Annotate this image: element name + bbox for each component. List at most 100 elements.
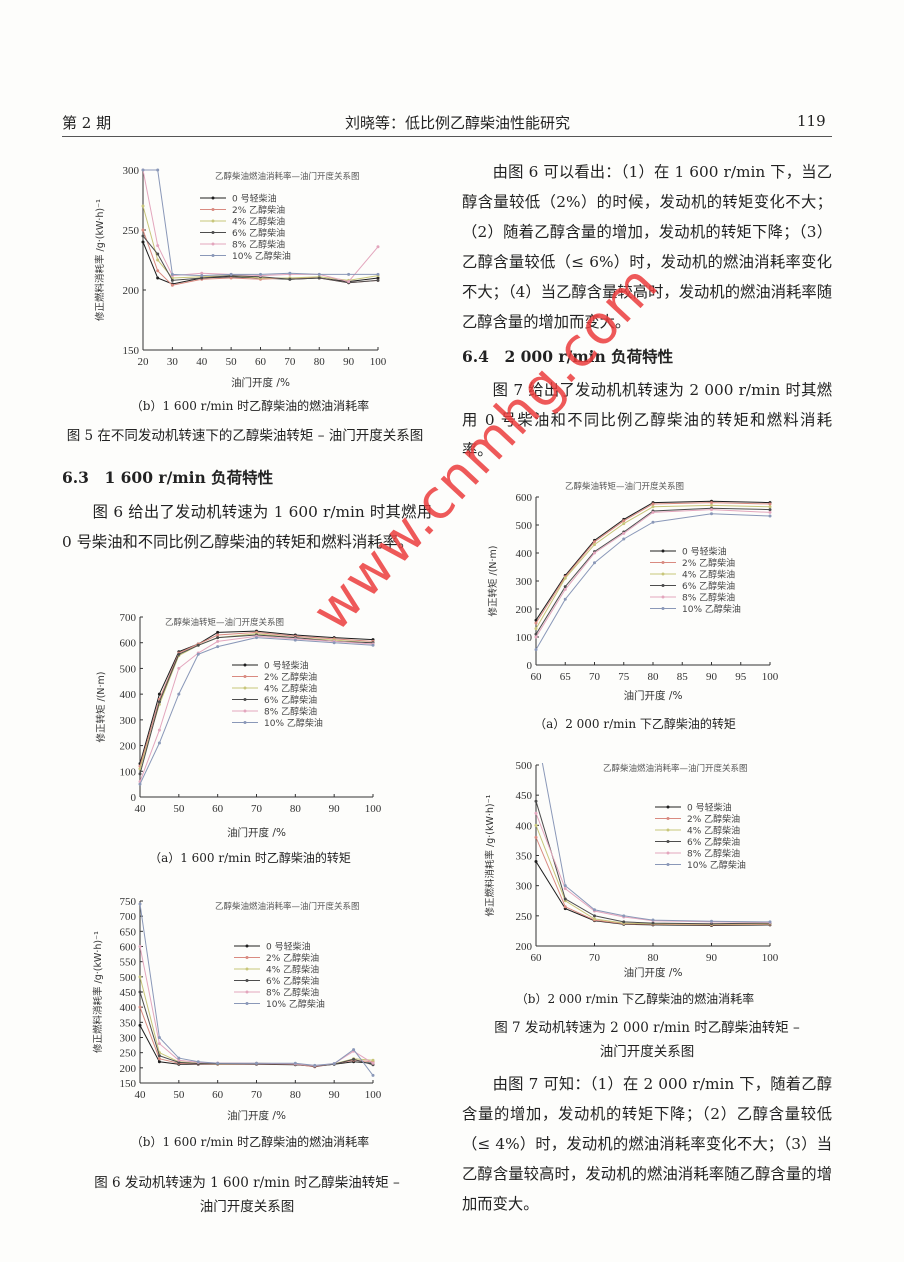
fig7-caption-line1: 图 7 发动机转速为 2 000 r/min 时乙醇柴油转矩 – <box>494 1020 800 1036</box>
fig6a-data-point <box>216 636 220 640</box>
fig5b-data-point <box>156 269 160 273</box>
fig7b-data-point <box>622 920 626 924</box>
fig6a-title: 乙醇柴油转矩—油门开度关系图 <box>165 617 284 628</box>
fig6a-y-tick-label: 300 <box>120 715 137 727</box>
fig5b-data-point <box>376 278 380 282</box>
fig7a-y-axis-label: 修正转矩 /(N·m) <box>487 545 499 616</box>
fig6a-x-tick-label: 100 <box>365 803 382 815</box>
fig6a-x-tick-label: 80 <box>290 803 302 815</box>
fig6b-y-tick-label: 450 <box>120 987 137 999</box>
fig5b-y-tick-label: 300 <box>123 165 140 177</box>
fig7b-legend-label: 2% 乙醇柴油 <box>687 813 740 825</box>
fig7a-data-point <box>768 514 772 518</box>
fig5b-data-point <box>200 276 204 280</box>
fig6a-data-point <box>177 692 181 696</box>
fig7b-subcaption: （b）2 000 r/min 下乙醇柴油的燃油消耗率 <box>515 992 755 1006</box>
fig6a-legend-label: 8% 乙醇柴油 <box>264 706 317 718</box>
fig5b-data-point <box>288 271 292 275</box>
fig6a-data-point <box>138 782 142 786</box>
fig6b-data-point <box>177 1056 181 1060</box>
fig7b-data-point <box>534 811 538 815</box>
fig5b-data-point <box>376 276 380 280</box>
fig7b-data-point <box>563 884 567 888</box>
fig6b-data-point <box>216 1061 220 1065</box>
fig6b-legend-marker <box>245 990 249 994</box>
fig6b-data-point <box>352 1048 356 1052</box>
fig5b-series-line <box>143 205 379 281</box>
fig7-caption-line2: 油门开度关系图 <box>599 1044 695 1060</box>
fig5b-x-axis-label: 油门开度 /% <box>231 376 290 389</box>
fig7a-legend-marker <box>661 584 665 587</box>
fig7a-legend-label: 0 号轻柴油 <box>682 546 727 558</box>
fig7a-data-point <box>768 502 772 506</box>
fig5b-y-axis-label: 修正燃料消耗率 /g·(kW·h)⁻¹ <box>94 199 106 321</box>
fig6b-data-point <box>157 1036 161 1039</box>
fig7a-data-point <box>768 505 772 509</box>
fig5b-data-point <box>347 280 351 284</box>
fig7a-legend-marker <box>661 607 665 610</box>
fig6b-x-axis-label: 油门开度 /% <box>227 1109 286 1122</box>
fig6b-data-point <box>371 1061 375 1065</box>
fig6a-x-tick-label: 40 <box>135 803 147 815</box>
fig7a-y-tick-label: 100 <box>516 632 533 644</box>
fig7a-legend-label: 10% 乙醇柴油 <box>682 603 741 615</box>
fig7b-data-point <box>593 914 596 918</box>
fig6b-legend-label: 6% 乙醇柴油 <box>266 975 319 987</box>
fig6b-data-point <box>371 1073 375 1077</box>
fig5b-data-point <box>317 272 321 276</box>
fig6b-legend-marker <box>245 1002 249 1005</box>
fig5b-data-point <box>229 272 233 276</box>
fig5b-legend-marker <box>211 242 215 246</box>
fig5b-x-tick-label: 40 <box>196 356 208 368</box>
fig6b-x-tick-label: 50 <box>173 1089 185 1101</box>
fig6b-legend-label: 10% 乙醇柴油 <box>266 998 325 1010</box>
fig7b-legend-marker <box>666 863 670 866</box>
fig7a-data-point <box>651 502 655 506</box>
fig6a-legend-marker <box>243 709 247 713</box>
fig5b-data-point <box>170 283 174 287</box>
issue-number: 第 2 期 <box>62 114 112 132</box>
fig7a-data-point <box>768 508 772 512</box>
fig7a-data-point <box>651 520 655 524</box>
fig7a-data-point <box>563 587 567 591</box>
fig6a-data-point <box>196 652 200 656</box>
fig6a-legend-label: 6% 乙醇柴油 <box>264 694 317 706</box>
paragraph-6-4: 图 7 给出了发动机机转速为 2 000 r/min 时其燃用 0 号柴油和不同… <box>462 381 832 459</box>
fig6b-y-tick-label: 600 <box>120 942 137 954</box>
fig6a-subcaption: （a）1 600 r/min 时乙醇柴油的转矩 <box>149 851 351 865</box>
fig7b-title: 乙醇柴油燃油消耗率—油门开度关系图 <box>603 763 748 774</box>
fig7a-y-tick-label: 600 <box>516 492 533 504</box>
fig6b-data-point <box>177 1060 181 1064</box>
fig6a-y-tick-label: 0 <box>131 792 137 804</box>
fig5-caption: 图 5 在不同发动机转速下的乙醇柴油转矩 – 油门开度关系图 <box>66 428 424 444</box>
fig6b-y-tick-label: 750 <box>120 896 137 908</box>
fig7a-data-point <box>593 540 596 544</box>
fig5b-subcaption: （b）1 600 r/min 时乙醇柴油的燃油消耗率 <box>130 399 370 413</box>
fig5b-legend-label: 10% 乙醇柴油 <box>232 250 291 262</box>
fig7a-y-tick-label: 400 <box>516 548 533 560</box>
fig6b-y-tick-label: 500 <box>120 972 137 984</box>
paragraph-fig6-findings: 由图 6 可以看出：（1）在 1 600 r/min 下，当乙醇含量较低（2%）… <box>462 163 832 331</box>
fig5b-legend-label: 6% 乙醇柴油 <box>232 227 285 239</box>
fig5b-data-point <box>376 245 380 249</box>
fig6a-data-point <box>216 630 220 634</box>
fig6b-y-tick-label: 250 <box>120 1048 137 1060</box>
fig7b-data-point <box>563 887 567 891</box>
fig6a-data-point <box>177 652 181 656</box>
fig7a-data-point <box>593 543 596 547</box>
fig7a-data-point <box>710 503 713 507</box>
fig7a-data-point <box>563 576 567 580</box>
fig6a-x-tick-label: 70 <box>251 803 263 815</box>
fig7a-y-tick-label: 300 <box>516 576 533 588</box>
fig6b-data-point <box>332 1062 336 1066</box>
fig7a-data-point <box>622 537 626 541</box>
fig7b-y-tick-label: 400 <box>516 820 533 832</box>
fig7a-x-tick-label: 65 <box>560 671 572 683</box>
fig7a-data-point <box>534 621 538 625</box>
fig6a-legend-label: 0 号轻柴油 <box>264 660 309 672</box>
fig7b-x-tick-label: 70 <box>589 952 601 964</box>
fig7b-y-tick-label: 500 <box>516 760 533 772</box>
fig7-caption: 图 7 发动机转速为 2 000 r/min 时乙醇柴油转矩 – 油门开度关系图 <box>462 1016 832 1064</box>
fig7b-x-tick-label: 60 <box>531 952 543 964</box>
